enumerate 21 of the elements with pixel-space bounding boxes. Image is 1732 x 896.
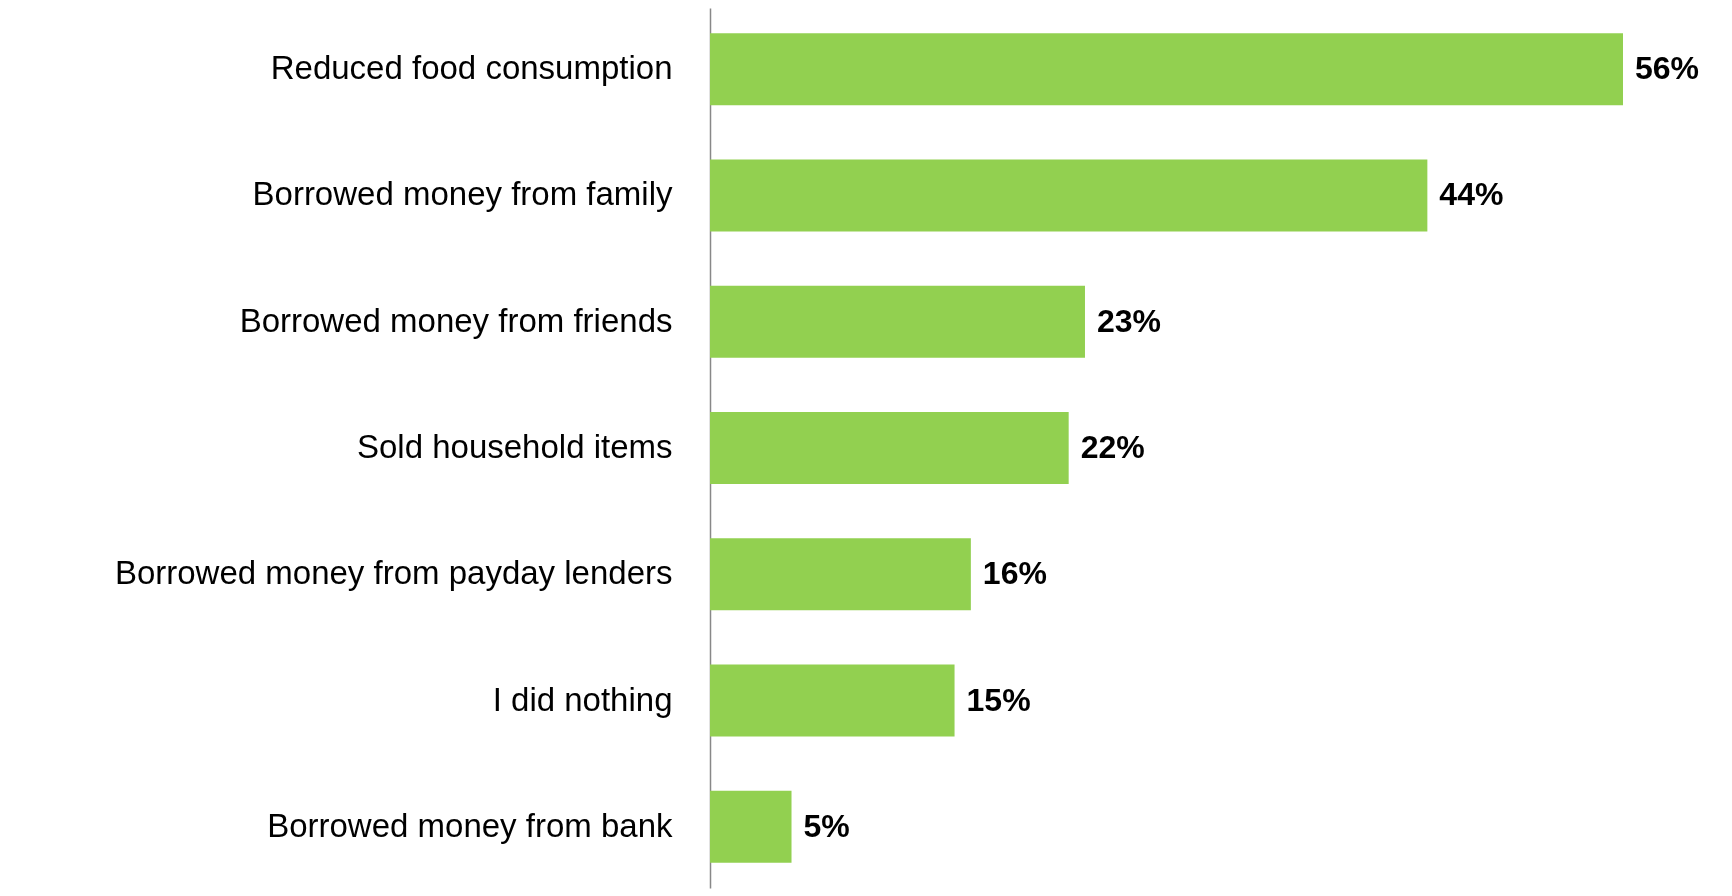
y-tick-label: I did nothing [492,680,673,718]
data-label: 23% [1096,302,1162,339]
y-tick-label: Borrowed money from friends [239,301,673,339]
y-tick-label: Reduced food consumption [270,49,673,87]
bar [710,790,792,863]
data-label: 15% [966,681,1031,718]
y-tick-label: Borrowed money from family [252,175,673,213]
bar [710,412,1069,484]
y-tick-label: Sold household items [356,428,673,465]
bar [710,33,1623,106]
data-label: 5% [803,807,850,844]
bar [710,159,1428,232]
bar [710,538,971,611]
bar [710,285,1085,358]
data-label: 56% [1635,50,1700,87]
data-label: 44% [1439,176,1504,213]
y-tick-label: Borrowed money from bank [267,806,673,844]
data-label: 16% [982,555,1047,592]
y-tick-label: Borrowed money from payday lenders [114,554,673,592]
bar [710,664,955,737]
data-label: 22% [1080,429,1145,465]
